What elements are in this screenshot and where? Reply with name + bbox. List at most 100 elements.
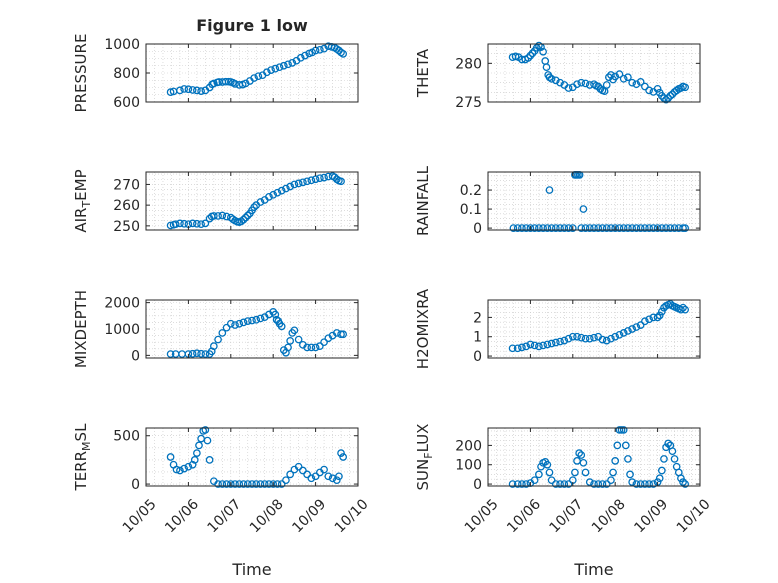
data-point bbox=[288, 58, 297, 67]
data-point bbox=[602, 81, 611, 89]
data-point bbox=[551, 224, 560, 232]
data-point bbox=[670, 224, 679, 232]
data-point bbox=[180, 85, 189, 93]
data-point bbox=[636, 321, 645, 329]
data-point bbox=[649, 224, 658, 232]
data-point bbox=[252, 480, 261, 488]
data-point bbox=[556, 78, 564, 87]
y-tick-label: 2 bbox=[473, 310, 482, 326]
data-point bbox=[619, 426, 628, 434]
data-point bbox=[530, 341, 539, 350]
data-point bbox=[299, 466, 307, 475]
data-point bbox=[632, 80, 641, 89]
data-point bbox=[166, 350, 175, 358]
data-point bbox=[248, 480, 256, 488]
data-point bbox=[619, 74, 628, 83]
y-tick-label: 250 bbox=[113, 219, 140, 235]
data-point bbox=[214, 212, 222, 220]
data-point bbox=[303, 470, 311, 479]
data-point bbox=[239, 318, 248, 327]
data-point bbox=[636, 78, 645, 86]
data-point bbox=[579, 205, 588, 213]
data-point bbox=[535, 470, 543, 479]
data-point bbox=[539, 47, 547, 56]
data-point bbox=[581, 224, 590, 232]
data-point bbox=[284, 60, 292, 69]
subplot-pressure: 600 800 1000 PRESSURE bbox=[72, 34, 359, 112]
data-point bbox=[279, 61, 288, 70]
data-point bbox=[681, 224, 690, 232]
data-point bbox=[307, 474, 316, 483]
data-point bbox=[339, 453, 348, 461]
data-point bbox=[513, 344, 522, 353]
data-point bbox=[657, 224, 666, 232]
y-tick-label: 800 bbox=[113, 66, 140, 82]
y-tick-label: 1000 bbox=[104, 322, 140, 338]
data-point bbox=[539, 341, 547, 350]
data-point bbox=[535, 342, 543, 351]
y-tick-label: 0.2 bbox=[460, 183, 482, 199]
data-point bbox=[282, 476, 290, 485]
data-point bbox=[332, 476, 341, 485]
data-point bbox=[611, 72, 620, 81]
data-point bbox=[532, 44, 541, 52]
data-point bbox=[250, 203, 258, 212]
data-point bbox=[653, 224, 662, 232]
y-axis-label: THETA bbox=[414, 48, 432, 98]
data-point bbox=[626, 470, 634, 479]
data-point bbox=[524, 54, 533, 62]
data-point bbox=[250, 74, 258, 82]
data-point bbox=[609, 468, 617, 477]
data-point bbox=[662, 224, 670, 232]
y-tick-label: 0 bbox=[473, 221, 482, 237]
y-axis-label-subscript: M bbox=[80, 441, 93, 451]
axes-box bbox=[487, 427, 701, 487]
y-tick-label: 200 bbox=[455, 438, 482, 454]
data-point bbox=[271, 310, 280, 319]
subplot-mixdepth: 0 1000 2000 MIXDEPTH bbox=[72, 290, 359, 368]
data-point bbox=[237, 217, 246, 226]
data-point bbox=[273, 480, 282, 488]
data-point bbox=[535, 224, 543, 232]
data-point bbox=[545, 73, 554, 82]
data-point bbox=[547, 224, 556, 232]
data-point bbox=[176, 86, 184, 95]
data-point bbox=[668, 447, 677, 456]
data-point bbox=[526, 224, 535, 232]
data-point bbox=[513, 224, 522, 232]
data-point bbox=[271, 64, 280, 73]
data-point bbox=[277, 480, 286, 488]
data-point bbox=[641, 480, 649, 488]
data-point bbox=[243, 317, 252, 325]
data-point bbox=[598, 480, 607, 488]
data-point bbox=[193, 349, 201, 358]
data-point bbox=[556, 337, 564, 346]
data-point bbox=[320, 465, 328, 474]
data-point bbox=[176, 219, 184, 228]
data-point bbox=[619, 224, 628, 232]
data-point bbox=[303, 177, 311, 186]
data-point bbox=[231, 80, 239, 88]
data-point bbox=[315, 45, 324, 54]
subplot-h2omixra: 0 1 2 H2OMIXRA bbox=[414, 288, 701, 369]
data-point bbox=[296, 53, 305, 62]
data-point bbox=[660, 455, 668, 463]
y-tick-label: 0 bbox=[131, 348, 140, 364]
data-point bbox=[335, 472, 343, 481]
data-point bbox=[602, 224, 611, 232]
data-point bbox=[542, 63, 551, 72]
data-point bbox=[254, 72, 263, 81]
y-tick-label: 260 bbox=[113, 198, 140, 214]
data-point bbox=[564, 84, 573, 92]
figure-title: Figure 1 low bbox=[196, 16, 308, 35]
data-point bbox=[241, 213, 250, 222]
data-point bbox=[528, 49, 537, 58]
subplot-theta: 275 280 THETA bbox=[414, 41, 701, 111]
data-point bbox=[573, 332, 581, 341]
data-point bbox=[585, 478, 594, 486]
data-point bbox=[275, 63, 284, 72]
data-point bbox=[581, 79, 590, 88]
data-point bbox=[653, 313, 662, 322]
data-point bbox=[166, 88, 175, 96]
